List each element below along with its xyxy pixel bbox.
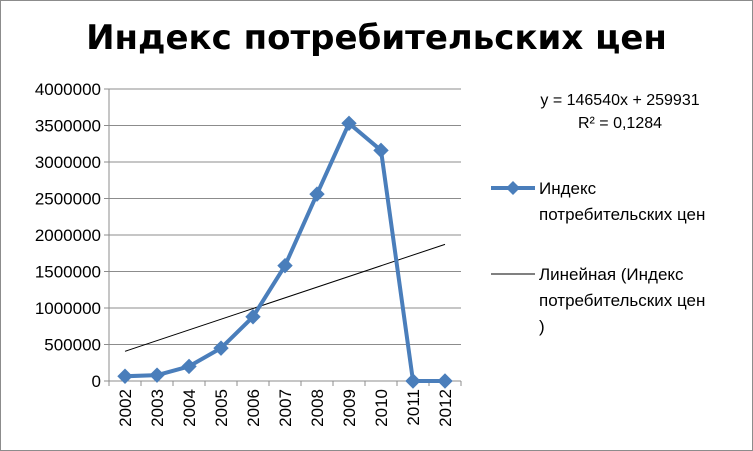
legend-trend-label: Линейная (Индекс потребительских цен ) <box>539 262 705 340</box>
trendline-r2: R² = 0,1284 <box>577 115 663 132</box>
x-tick-label: 2002 <box>116 389 135 427</box>
legend-series-label: Индекс потребительских цен <box>539 176 705 228</box>
legend-series-marker-key <box>506 181 520 195</box>
y-tick-label: 500000 <box>44 336 101 355</box>
y-tick-label: 0 <box>92 372 101 391</box>
y-tick-label: 4000000 <box>35 80 101 99</box>
trendline-equation: y = 146540x + 259931 <box>540 92 700 109</box>
data-point-marker <box>245 309 261 325</box>
legend-series-label-line-1: Индекс <box>539 179 597 198</box>
data-point-marker <box>213 340 229 356</box>
y-tick-label: 2500000 <box>35 190 101 209</box>
y-tick-label: 3000000 <box>35 153 101 172</box>
data-point-marker <box>149 367 165 383</box>
x-tick-label: 2004 <box>180 389 199 427</box>
x-tick-label: 2003 <box>148 389 167 427</box>
x-tick-label: 2006 <box>244 389 263 427</box>
x-tick-label: 2010 <box>372 389 391 427</box>
y-tick-label: 3500000 <box>35 117 101 136</box>
y-tick-label: 2000000 <box>35 226 101 245</box>
x-tick-label: 2005 <box>212 389 231 427</box>
x-tick-label: 2012 <box>436 389 455 427</box>
data-point-marker <box>181 358 197 375</box>
y-tick-label: 1000000 <box>35 299 101 318</box>
x-tick-label: 2007 <box>276 389 295 427</box>
legend-series-label-line-2: потребительских цен <box>539 205 706 224</box>
legend-trend-label-line-1: Линейная (Индекс <box>539 265 684 284</box>
data-point-marker <box>405 373 421 389</box>
legend-trend-label-line-2: потребительских цен <box>539 291 706 310</box>
x-tick-label: 2009 <box>340 389 359 427</box>
chart-title: Индекс потребительских цен <box>86 18 667 58</box>
data-point-marker <box>373 142 389 159</box>
data-point-marker <box>437 373 453 389</box>
data-point-marker <box>117 368 133 384</box>
y-tick-label: 1500000 <box>35 263 101 282</box>
trendline <box>124 243 446 352</box>
x-tick-label: 2011 <box>404 389 423 426</box>
data-point-marker <box>277 257 293 274</box>
data-point-marker <box>341 115 357 132</box>
data-point-marker <box>309 186 325 202</box>
x-tick-label: 2008 <box>308 389 327 427</box>
legend-trend-label-line-3: ) <box>539 317 545 336</box>
